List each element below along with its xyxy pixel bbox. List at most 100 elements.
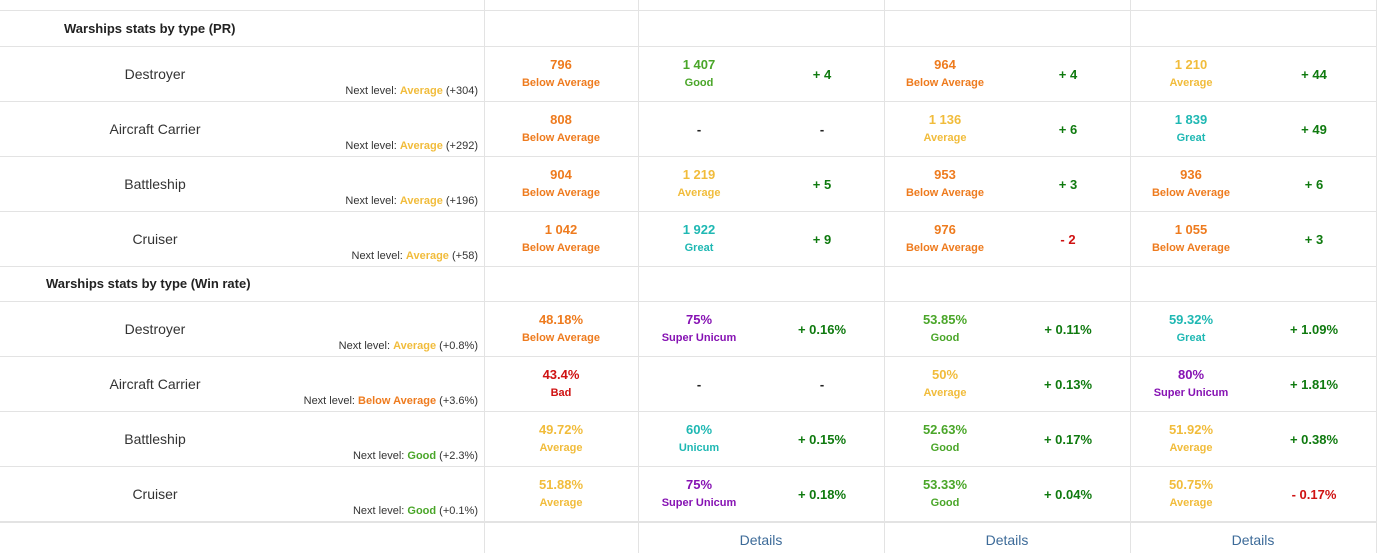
stat-value: 43.4%: [542, 367, 580, 382]
stat-value: 1 219: [682, 167, 716, 182]
stat-delta: -: [819, 122, 825, 137]
stat-delta: + 5: [812, 177, 832, 192]
stat-value: 75%: [685, 312, 713, 327]
next-level-rating: Average: [393, 340, 437, 352]
period-stat: 1 219 Average: [624, 167, 774, 199]
next-level-prefix: Next level:: [303, 395, 359, 407]
stat-rating: Average: [923, 132, 967, 144]
next-level-rating: Below Average: [358, 395, 437, 407]
stat-value: 51.88%: [538, 477, 584, 492]
stat-value: 1 407: [682, 57, 716, 72]
stat-delta: + 6: [1304, 177, 1324, 192]
stat-delta: -: [819, 377, 825, 392]
stat-rating: Average: [539, 497, 583, 509]
stat-rating: Average: [923, 387, 967, 399]
stat-rating: Great: [1176, 332, 1206, 344]
row-divider: [0, 101, 1376, 102]
ship-type-name: Battleship: [124, 176, 186, 192]
stat-rating: Average: [677, 187, 721, 199]
main-stat: 48.18% Below Average: [486, 312, 636, 344]
period-stat: 51.92% Average: [1116, 422, 1266, 454]
period-stat: 1 055 Below Average: [1116, 222, 1266, 254]
next-level-hint: Next level: Average (+58): [352, 250, 479, 262]
row-divider: [0, 411, 1376, 412]
stat-value: 60%: [685, 422, 713, 437]
stat-value-empty: -: [696, 377, 702, 392]
stat-value: 953: [934, 167, 956, 182]
column-divider: [1376, 0, 1377, 553]
next-level-prefix: Next level:: [352, 505, 408, 517]
ship-type-name: Battleship: [124, 431, 186, 447]
stat-value: 50%: [931, 367, 959, 382]
stat-delta: + 6: [1058, 122, 1078, 137]
row-divider: [0, 46, 1376, 47]
stat-delta: + 9: [812, 232, 832, 247]
period-stat: 75% Super Unicum: [624, 477, 774, 509]
next-level-hint: Next level: Average (+292): [345, 140, 478, 152]
next-level-delta: (+196): [445, 195, 478, 207]
details-link[interactable]: Details: [1231, 532, 1275, 548]
stat-rating: Below Average: [905, 187, 985, 199]
stat-value: 51.92%: [1168, 422, 1214, 437]
next-level-hint: Next level: Below Average (+3.6%): [304, 395, 478, 407]
next-level-delta: (+0.1%): [439, 505, 478, 517]
period-stat: 53.33% Good: [870, 477, 1020, 509]
next-level-delta: (+3.6%): [439, 395, 478, 407]
main-stat: 808 Below Average: [486, 112, 636, 144]
next-level-delta: (+304): [445, 85, 478, 97]
period-stat: 964 Below Average: [870, 57, 1020, 89]
next-level-prefix: Next level:: [338, 340, 394, 352]
period-stat: 936 Below Average: [1116, 167, 1266, 199]
stat-value-empty: -: [696, 122, 702, 137]
stat-value: 48.18%: [538, 312, 584, 327]
stat-rating: Below Average: [1151, 242, 1231, 254]
row-divider: [0, 522, 1376, 523]
stat-value: 976: [934, 222, 956, 237]
row-divider: [0, 356, 1376, 357]
ship-type-name: Destroyer: [124, 66, 186, 82]
next-level-hint: Next level: Average (+0.8%): [339, 340, 478, 352]
stat-value: 49.72%: [538, 422, 584, 437]
stat-delta: + 1.09%: [1289, 322, 1339, 337]
period-stat: 953 Below Average: [870, 167, 1020, 199]
next-level-hint: Next level: Good (+2.3%): [353, 450, 478, 462]
row-divider: [0, 466, 1376, 467]
next-level-prefix: Next level:: [352, 450, 408, 462]
next-level-hint: Next level: Average (+196): [345, 195, 478, 207]
period-stat: 75% Super Unicum: [624, 312, 774, 344]
period-stat: 1 922 Great: [624, 222, 774, 254]
stat-value: 1 839: [1174, 112, 1208, 127]
stat-delta: + 3: [1304, 232, 1324, 247]
stat-value: 808: [550, 112, 572, 127]
stat-value: 936: [1180, 167, 1202, 182]
stat-delta: + 0.04%: [1043, 487, 1093, 502]
stat-value: 53.85%: [922, 312, 968, 327]
ship-type-name: Cruiser: [132, 486, 178, 502]
stat-rating: Below Average: [905, 77, 985, 89]
stat-delta: + 0.18%: [797, 487, 847, 502]
column-divider: [1130, 0, 1131, 553]
period-stat: 59.32% Great: [1116, 312, 1266, 344]
period-stat: 80% Super Unicum: [1116, 367, 1266, 399]
next-level-prefix: Next level:: [345, 195, 400, 207]
period-stat: 976 Below Average: [870, 222, 1020, 254]
row-divider: [0, 10, 1376, 11]
next-level-hint: Next level: Average (+304): [345, 85, 478, 97]
period-stat: 53.85% Good: [870, 312, 1020, 344]
stat-delta: + 0.15%: [797, 432, 847, 447]
stat-delta: + 0.17%: [1043, 432, 1093, 447]
stat-rating: Average: [1169, 442, 1213, 454]
row-divider: [0, 521, 1376, 522]
stat-delta: + 49: [1301, 122, 1327, 137]
next-level-delta: (+292): [445, 140, 478, 152]
stat-delta: + 44: [1301, 67, 1327, 82]
details-link[interactable]: Details: [739, 532, 783, 548]
stat-value: 80%: [1177, 367, 1205, 382]
stat-rating: Super Unicum: [661, 497, 737, 509]
stat-value: 1 055: [1174, 222, 1208, 237]
period-stat: 50.75% Average: [1116, 477, 1266, 509]
details-link[interactable]: Details: [985, 532, 1029, 548]
period-stat: 1 839 Great: [1116, 112, 1266, 144]
stat-delta: + 0.13%: [1043, 377, 1093, 392]
